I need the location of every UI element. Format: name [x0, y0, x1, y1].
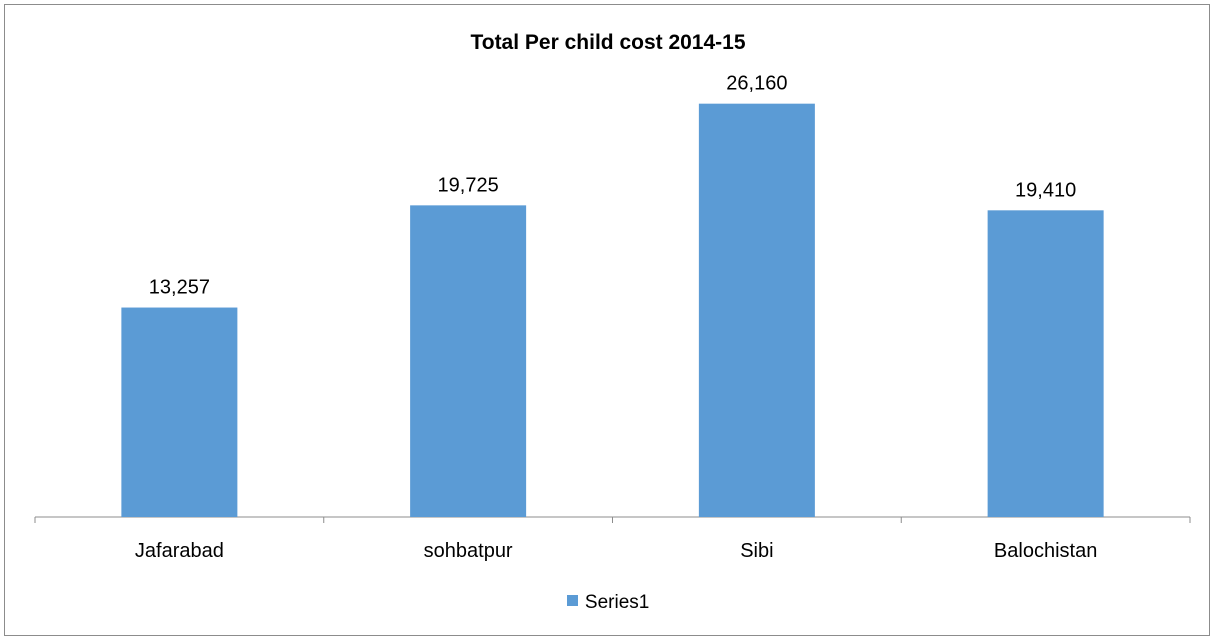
bar-sohbatpur: [410, 205, 527, 517]
x-tick-label: Jafarabad: [135, 540, 224, 562]
bar-jafarabad: [121, 307, 238, 517]
bar-balochistan: [987, 210, 1104, 517]
x-tick-label: Sibi: [740, 540, 773, 562]
chart-title: Total Per child cost 2014-15: [470, 31, 746, 54]
bar-sibi: [698, 103, 815, 517]
legend: Series1: [0, 592, 1216, 614]
x-tick-label: sohbatpur: [424, 540, 513, 562]
data-label: 19,725: [438, 174, 499, 196]
data-label: 19,410: [1015, 179, 1076, 201]
x-tick-label: Balochistan: [994, 540, 1097, 562]
data-label: 13,257: [149, 277, 210, 299]
legend-swatch: [566, 595, 578, 607]
legend-label: Series1: [584, 592, 650, 613]
data-label: 26,160: [726, 73, 787, 95]
